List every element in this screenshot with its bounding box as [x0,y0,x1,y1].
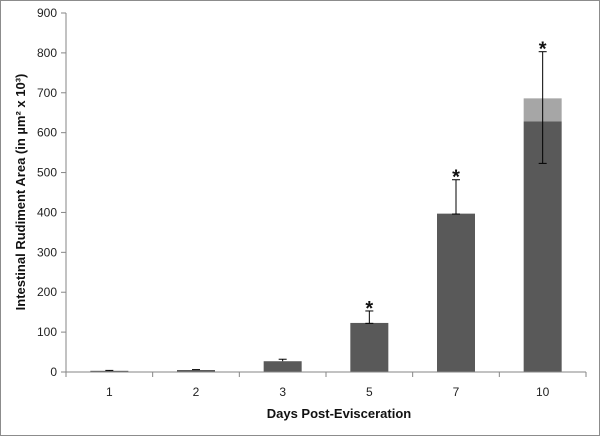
y-axis-label: Intestinal Rudiment Area (in µm² x 10³) [13,74,28,311]
y-tick-label: 0 [50,365,57,379]
y-tick-label: 600 [37,126,57,140]
y-tick-label: 100 [37,325,57,339]
y-tick-label: 500 [37,166,57,180]
x-tick-label: 5 [366,385,373,399]
y-tick-label: 800 [37,46,57,60]
y-tick-label: 400 [37,205,57,219]
bar [350,322,389,372]
bar [437,213,475,372]
significance-marker: * [365,298,373,320]
y-tick-label: 200 [37,285,57,299]
y-axis-ticks: 0 100 200 300 400 500 600 700 800 900 [37,6,66,379]
bar [177,370,215,372]
x-tick-label: 1 [106,385,113,399]
y-tick-label: 900 [37,6,57,20]
significance-marker: * [539,39,547,61]
x-tick-label: 2 [193,385,200,399]
bar [263,361,302,372]
bar [90,370,129,372]
x-tick-label: 3 [279,385,286,399]
x-tick-label: 7 [453,385,460,399]
bars: * * * [90,39,562,373]
x-axis-ticks: 1 2 3 5 7 10 [65,372,587,399]
y-tick-label: 300 [37,245,57,259]
significance-marker: * [452,167,460,189]
x-axis-label: Days Post-Evisceration [267,406,412,421]
x-tick-label: 10 [536,385,550,399]
y-tick-label: 700 [37,86,57,100]
